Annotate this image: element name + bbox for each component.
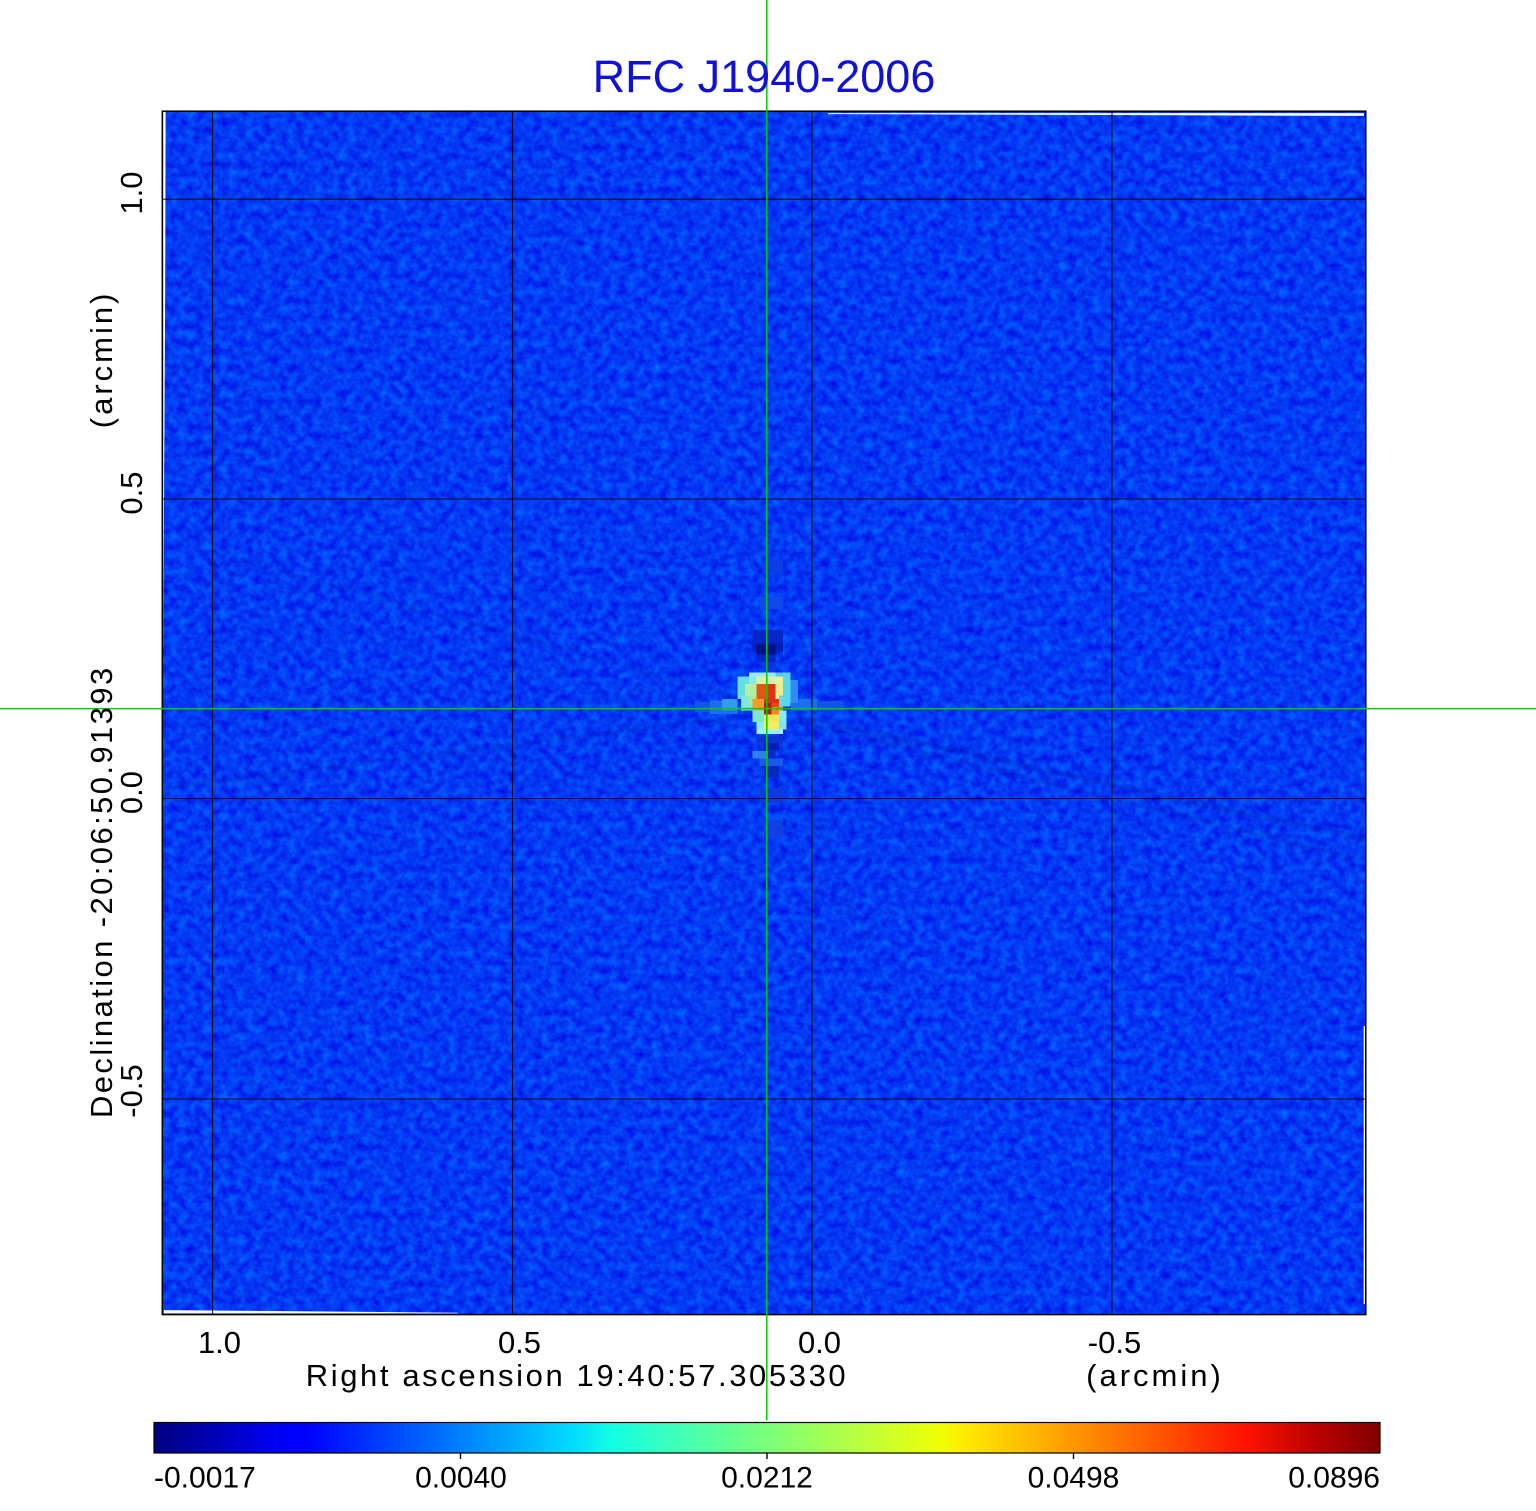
svg-text:1.0: 1.0 bbox=[198, 1325, 241, 1360]
svg-text:0.0: 0.0 bbox=[798, 1325, 841, 1360]
svg-text:-0.0017: -0.0017 bbox=[154, 1462, 256, 1495]
svg-text:0.5: 0.5 bbox=[498, 1325, 541, 1360]
svg-text:0.0: 0.0 bbox=[114, 771, 149, 814]
svg-text:(arcmin): (arcmin) bbox=[1086, 1358, 1224, 1393]
svg-text:0.0896: 0.0896 bbox=[1288, 1462, 1380, 1495]
svg-text:(arcmin): (arcmin) bbox=[84, 291, 119, 429]
svg-text:1.0: 1.0 bbox=[114, 171, 149, 214]
svg-text:0.0212: 0.0212 bbox=[721, 1462, 813, 1495]
svg-text:0.0040: 0.0040 bbox=[415, 1462, 507, 1495]
svg-text:Declination -20:06:50.91393: Declination -20:06:50.91393 bbox=[84, 665, 119, 1118]
svg-text:RFC J1940-2006: RFC J1940-2006 bbox=[593, 51, 936, 102]
svg-text:-0.5: -0.5 bbox=[114, 1064, 149, 1117]
svg-text:0.0498: 0.0498 bbox=[1028, 1462, 1120, 1495]
svg-text:0.5: 0.5 bbox=[114, 471, 149, 514]
svg-text:Right ascension 19:40:57.3053: Right ascension 19:40:57.305330 bbox=[306, 1358, 849, 1393]
svg-text:-0.5: -0.5 bbox=[1088, 1325, 1141, 1360]
